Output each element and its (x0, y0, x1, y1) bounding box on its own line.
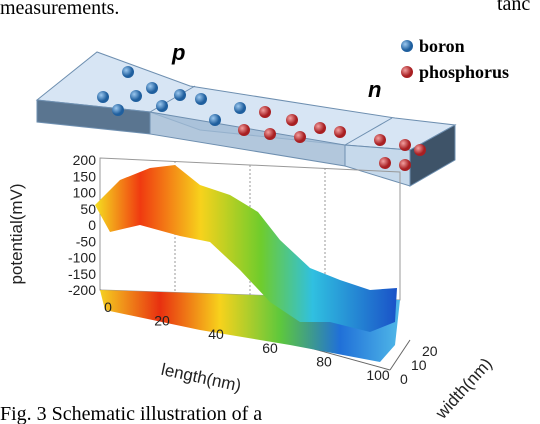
z-tick-label: 20 (422, 343, 438, 359)
x-tick-label: 0 (104, 299, 112, 315)
z-tick-label: 10 (411, 357, 427, 373)
x-tick-label: 60 (262, 340, 278, 356)
z-tick-label: 0 (400, 371, 408, 387)
region-label: p (171, 40, 185, 65)
header-text: measurements. (0, 0, 119, 19)
y-tick-label: -200 (68, 282, 96, 298)
y-tick-label: 0 (88, 217, 96, 233)
y-axis-label: potential(mV) (7, 183, 26, 284)
y-tick-label: -100 (68, 250, 96, 266)
legend-dot (401, 40, 413, 52)
z-axis-label: width(nm) (431, 354, 496, 423)
x-axis-label: length(nm) (159, 360, 242, 395)
caption: Fig. 3 Schematic illustration of a (0, 403, 262, 424)
y-tick-label: -50 (76, 233, 96, 249)
figure: measurements. tanc boron phosphorus p n (0, 0, 540, 424)
x-tick-label: 80 (316, 353, 332, 369)
legend-label: boron (419, 36, 465, 56)
y-tick-label: -150 (68, 266, 96, 282)
x-tick-label: 40 (208, 326, 224, 342)
y-tick-label: 50 (80, 201, 96, 217)
y-tick-label: 200 (73, 152, 97, 168)
region-label: n (368, 77, 381, 102)
legend-dot (401, 66, 413, 78)
y-tick-label: 150 (73, 168, 97, 184)
legend-label: phosphorus (419, 62, 509, 82)
x-tick-label: 20 (154, 313, 170, 329)
y-tick-label: 100 (73, 185, 97, 201)
header-fragment: tanc (497, 0, 530, 15)
x-tick-label: 100 (366, 367, 390, 383)
